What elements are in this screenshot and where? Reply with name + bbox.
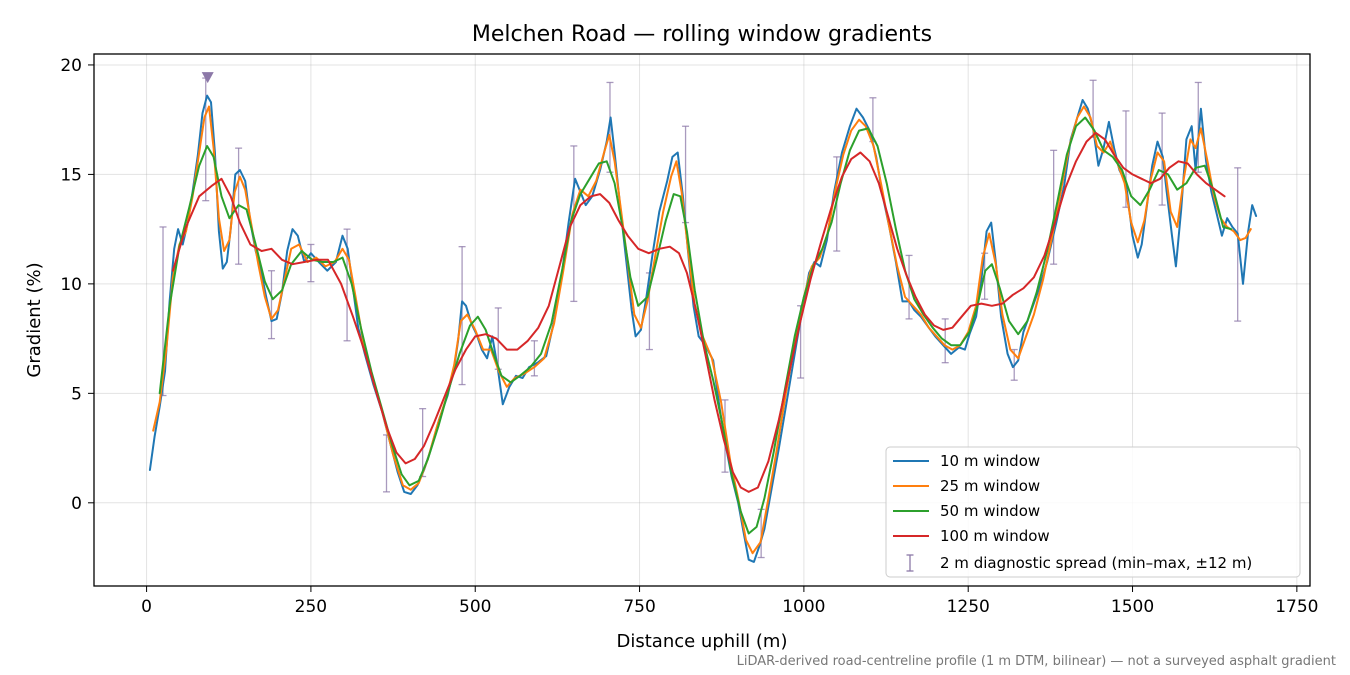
y-tick-label: 10 <box>60 275 82 295</box>
spread-bar <box>458 246 466 386</box>
legend-label-1: 10 m window <box>940 452 1040 470</box>
peak-marker <box>201 72 214 84</box>
spread-bar <box>530 340 538 377</box>
x-tick-label: 1000 <box>782 597 825 617</box>
spread-bar <box>570 145 578 303</box>
y-tick-label: 5 <box>71 384 82 404</box>
y-axis-ticks: 0 5 10 15 20 <box>60 56 94 514</box>
series-lines <box>148 94 1258 563</box>
legend-label-spread: 2 m diagnostic spread (min–max, ±12 m) <box>940 554 1252 572</box>
spread-bar <box>1050 149 1058 265</box>
x-tick-label: 1500 <box>1111 597 1154 617</box>
legend-box <box>885 446 1301 578</box>
gridlines <box>94 54 1310 586</box>
spread-bar <box>307 243 315 283</box>
legend-label-3: 50 m window <box>940 502 1040 520</box>
y-tick-label: 0 <box>71 494 82 514</box>
legend: 10 m window 25 m window 50 m window 100 m w… <box>885 446 1301 578</box>
y-tick-label: 20 <box>60 56 82 76</box>
x-axis-label: Distance uphill (m) <box>617 631 788 652</box>
spread-bar <box>905 254 913 320</box>
series-line-4 <box>171 131 1226 493</box>
plot-frame <box>93 53 1311 587</box>
x-tick-label: 250 <box>295 597 327 617</box>
peak-marker-triangle <box>201 72 214 84</box>
y-axis-label: Gradient (%) <box>24 262 45 377</box>
x-tick-label: 0 <box>141 597 152 617</box>
spread-bar <box>267 270 275 340</box>
footnote: LiDAR-derived road-centreline profile (1… <box>737 654 1336 669</box>
y-tick-label: 15 <box>60 165 82 185</box>
spread-bar <box>1234 167 1242 322</box>
x-tick-label: 1750 <box>1275 597 1318 617</box>
x-tick-label: 750 <box>623 597 655 617</box>
spread-bar <box>382 434 390 493</box>
x-tick-label: 500 <box>459 597 491 617</box>
legend-label-2: 25 m window <box>940 477 1040 495</box>
x-axis-ticks: 0 250 500 750 1000 1250 1500 1750 <box>141 586 1318 617</box>
x-tick-label: 1250 <box>947 597 990 617</box>
chart-title: Melchen Road — rolling window gradients <box>472 22 932 47</box>
legend-label-4: 100 m window <box>940 527 1050 545</box>
